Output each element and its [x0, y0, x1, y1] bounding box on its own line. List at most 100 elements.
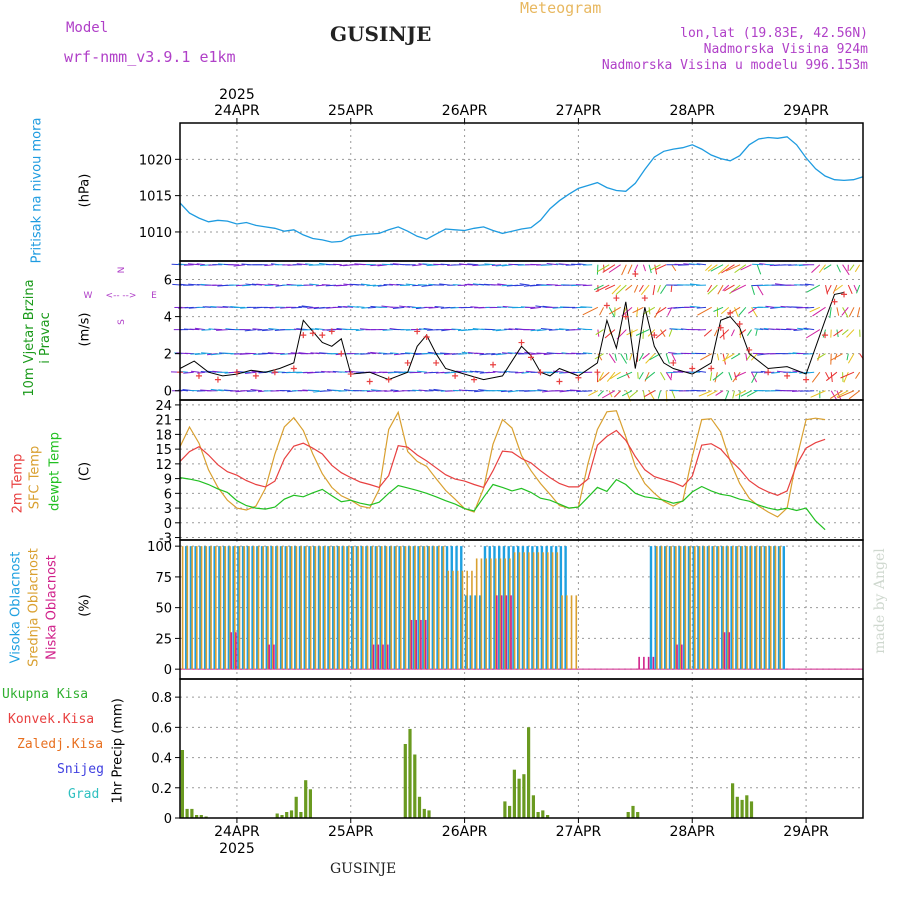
- wind-arrow: [740, 390, 752, 397]
- wind-arrow: [635, 329, 650, 336]
- wind-arrow: [832, 284, 838, 294]
- precip-bar: [285, 812, 289, 818]
- compass-n: N: [117, 267, 127, 274]
- wind-arrow: [469, 370, 479, 373]
- wind-arrow: [748, 306, 758, 314]
- precip-bar: [280, 815, 284, 818]
- wind-arrow: [508, 328, 519, 331]
- wind-arrow: [645, 353, 656, 364]
- wind-arrow: [806, 284, 821, 293]
- wind-arrow: [805, 390, 815, 392]
- wind-arrow: [307, 389, 320, 392]
- wind-arrow: [597, 371, 604, 383]
- wind-arrow: [428, 389, 439, 392]
- wind-arrow: [514, 284, 524, 287]
- wind-arrow: [370, 351, 382, 355]
- wind-arrow: [484, 353, 496, 355]
- pressure-line: [179, 136, 864, 243]
- wind-arrow: [615, 284, 627, 295]
- year-label-bottom: 2025: [219, 841, 255, 857]
- wind-arrow: [601, 390, 616, 399]
- wind-arrow: [834, 284, 843, 292]
- wind-arrow: [614, 353, 617, 361]
- wind-arrow: [315, 284, 325, 287]
- wind-arrow: [461, 370, 473, 373]
- precip-bar: [294, 796, 298, 818]
- precip-bar: [517, 778, 521, 818]
- wind-arrow: [427, 351, 439, 355]
- wind-arrow: [746, 390, 758, 397]
- wind-arrow: [599, 307, 604, 316]
- wind-gust-mark: [765, 369, 772, 376]
- wind-arrow: [390, 263, 399, 266]
- wind-arrow: [412, 264, 422, 267]
- compass-s: S: [117, 319, 127, 325]
- wind-arrow: [604, 329, 616, 339]
- ytick-label: -3: [159, 532, 172, 547]
- wind-arrow: [251, 370, 263, 373]
- wind-arrow: [250, 389, 263, 392]
- wind-arrow: [843, 372, 849, 383]
- wind-arrow: [654, 264, 658, 275]
- panel-frame: [179, 678, 864, 819]
- wind-arrow: [846, 353, 849, 361]
- precip-bar: [403, 744, 407, 818]
- wind-arrow: [360, 353, 371, 355]
- wind-arrow: [252, 328, 263, 331]
- wind-arrow: [660, 284, 667, 294]
- wind-arrow: [830, 353, 843, 361]
- precip-bar: [195, 815, 199, 818]
- wind-arrow: [703, 329, 713, 337]
- wind-arrow: [529, 284, 541, 287]
- wind-arrow: [738, 307, 747, 316]
- wind-arrow: [786, 328, 798, 331]
- legend-total-rain: Ukupna Kisa: [2, 687, 89, 702]
- precip-bar: [745, 795, 749, 818]
- wind-gust-mark: [347, 371, 354, 378]
- wind-arrow: [412, 284, 422, 287]
- lonlat-label: lon,lat (19.83E, 42.56N): [680, 26, 868, 41]
- wind-arrow: [722, 284, 730, 292]
- wind-arrow: [725, 264, 741, 272]
- wind-arrow: [319, 306, 331, 309]
- wind-arrow: [746, 329, 752, 336]
- precip-bar: [417, 796, 422, 818]
- wind-arrow: [856, 284, 861, 294]
- wind-arrow: [650, 264, 661, 271]
- wind-arrow: [416, 370, 428, 373]
- model-altitude-label: Nadmorska Visina u modelu 996.153m: [601, 58, 868, 73]
- wind-gust-mark: [603, 302, 610, 309]
- ytick-label: 0.4: [151, 752, 172, 767]
- wind-arrow: [803, 327, 815, 331]
- wind-arrow: [713, 329, 718, 337]
- wind-arrow: [731, 353, 741, 360]
- wind-arrow: [809, 306, 821, 313]
- wind-arrow: [429, 371, 439, 374]
- wind-arrow: [668, 352, 678, 355]
- wind-arrow: [467, 263, 479, 266]
- wind-arrow: [343, 306, 354, 308]
- wind-arrow: [627, 264, 633, 275]
- wind-arrow: [495, 264, 507, 267]
- wind-arrow: [467, 283, 479, 286]
- wind-arrow: [709, 372, 713, 381]
- wind-arrow: [565, 264, 576, 266]
- wind-arrow: [405, 283, 416, 286]
- wind-arrow: [392, 306, 405, 309]
- wind-arrow: [608, 264, 621, 273]
- product-title: Meteogram: [520, 0, 602, 17]
- wind-arrow: [683, 263, 695, 266]
- wind-arrow: [245, 371, 257, 374]
- wind-arrow: [530, 329, 542, 332]
- wind-arrow: [474, 390, 485, 393]
- wind-gust-mark: [632, 270, 639, 277]
- wind-arrow: [597, 390, 604, 397]
- ytick-label: 100: [147, 540, 172, 555]
- ytick-label: 6: [164, 487, 172, 502]
- wind-arrow: [710, 264, 724, 272]
- ytick-label: 18: [155, 428, 172, 443]
- sfc-temp-line: [179, 410, 826, 518]
- xtick-label-top: 29APR: [783, 103, 829, 119]
- wind-arrow: [732, 390, 735, 399]
- wind-arrow: [671, 264, 677, 272]
